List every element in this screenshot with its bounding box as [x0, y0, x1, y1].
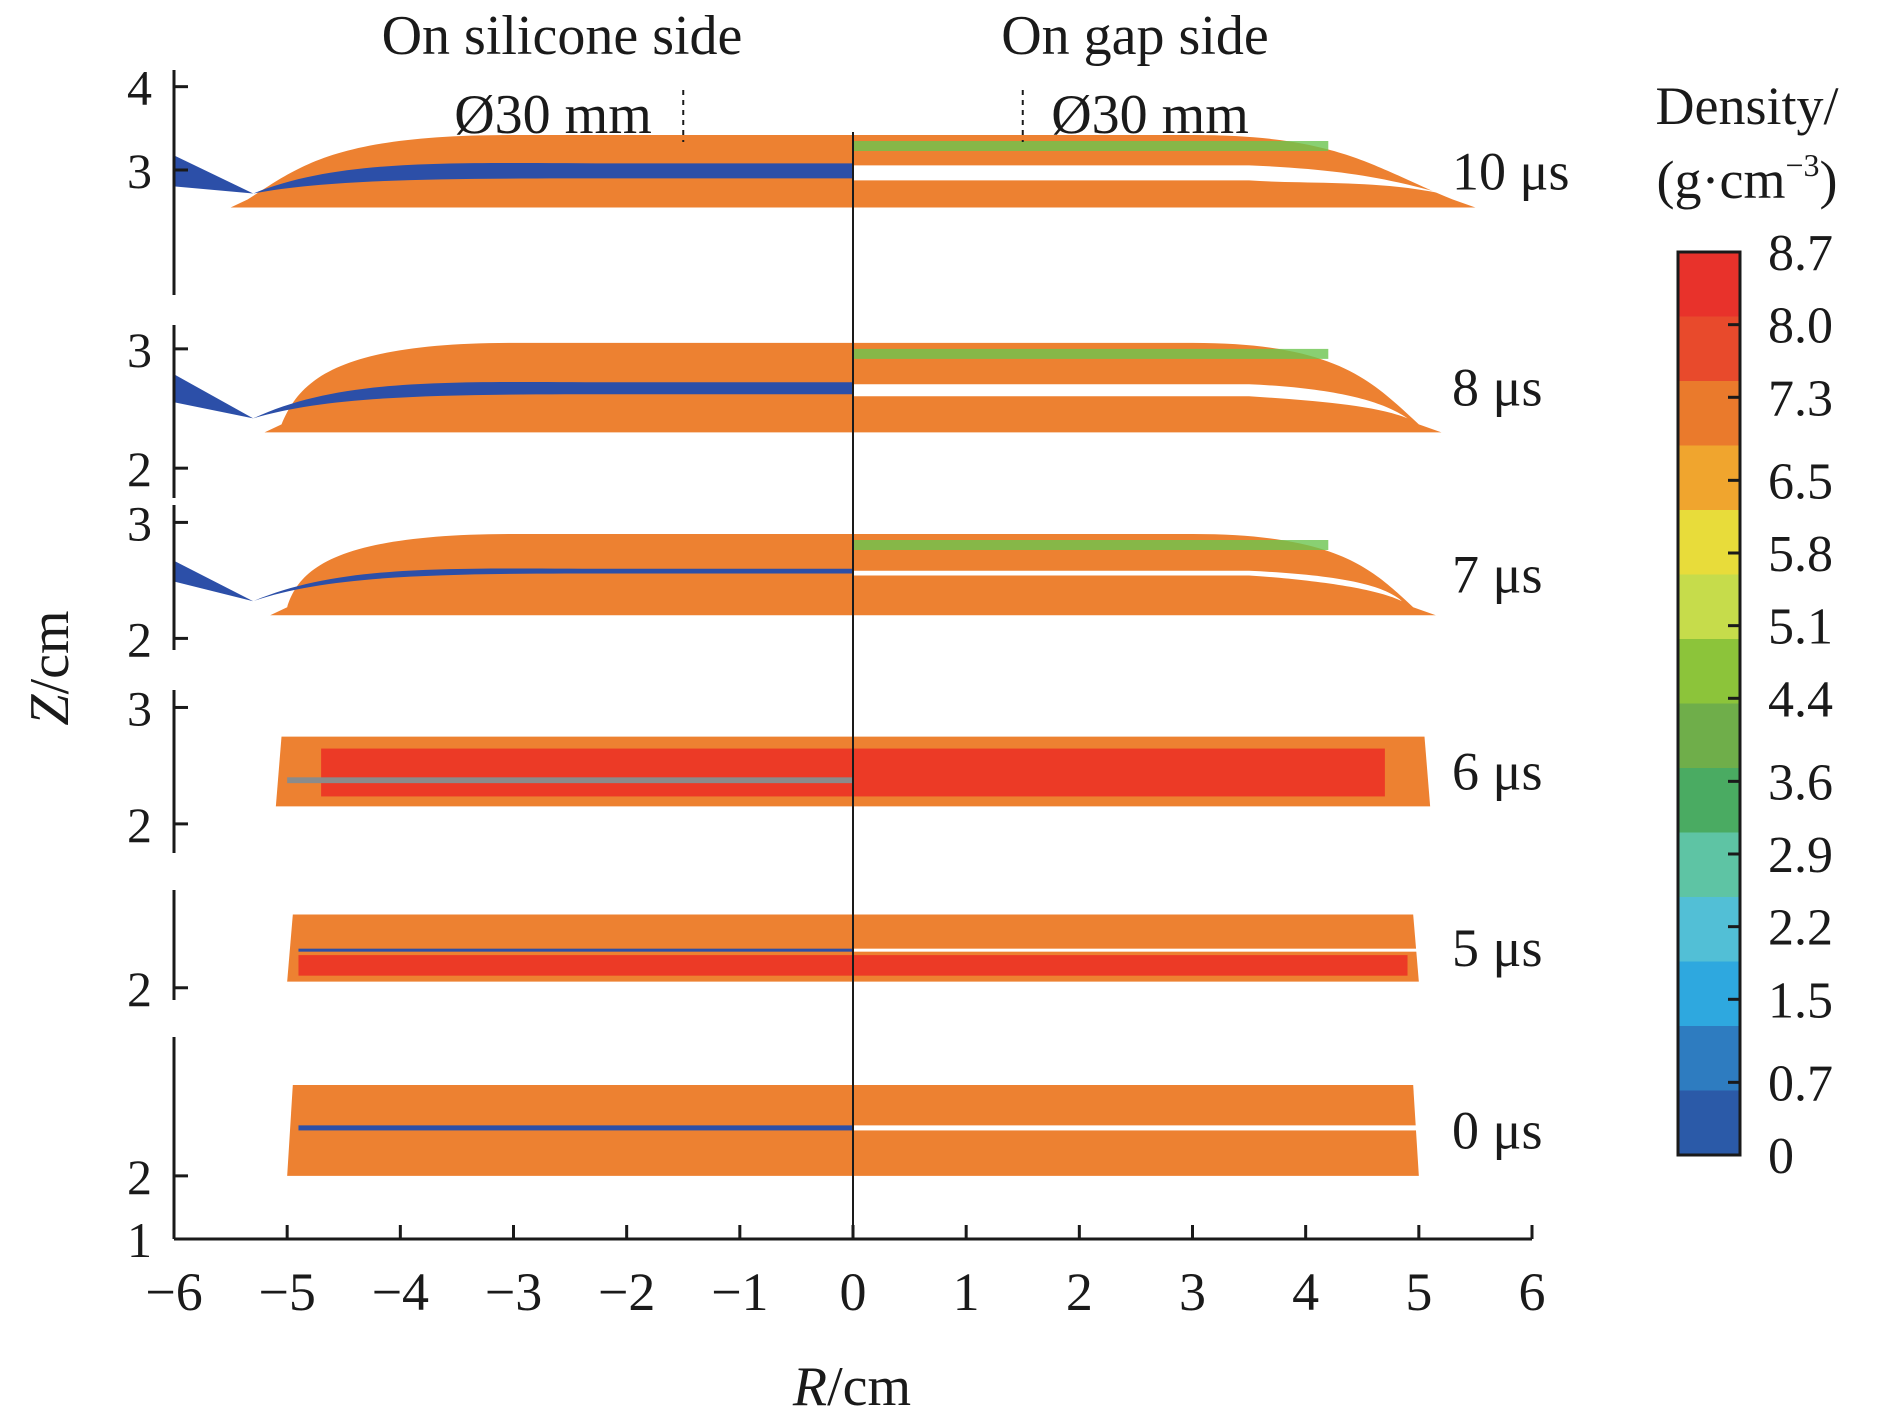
silicone-side-band: [287, 777, 854, 784]
colorbar-tick-label: 1.5: [1768, 972, 1833, 1029]
y-tick-label: 3: [127, 680, 152, 736]
time-label: 0 μs: [1452, 1100, 1542, 1160]
density-panels: 10 μs 8 μs 7 μs 6 μs 5 μs 0 μs: [174, 90, 1569, 1239]
colorbar-segment: [1678, 1090, 1740, 1156]
colorbar-tick-label: 5.8: [1768, 526, 1833, 583]
colorbar-segment: [1678, 703, 1740, 769]
colorbar-tick-label: 0: [1768, 1128, 1794, 1185]
time-label: 10 μs: [1452, 141, 1569, 201]
x-tick-label: 0: [840, 1262, 867, 1322]
colorbar-segment: [1678, 574, 1740, 640]
silicone-side-title: On silicone side: [382, 5, 743, 67]
x-tick-label: −4: [372, 1262, 429, 1322]
colorbar-segment: [1678, 445, 1740, 511]
x-tick-label: −1: [711, 1262, 768, 1322]
colorbar-tick-label: 0.7: [1768, 1055, 1833, 1112]
colorbar-frame: [1676, 250, 1742, 1157]
panel-1: 8 μs: [174, 342, 1542, 433]
y-tick-label: 2: [127, 797, 152, 853]
gap-side-reacted: [853, 141, 1329, 151]
x-tick-label: 1: [953, 1262, 980, 1322]
x-tick-label: −3: [485, 1262, 542, 1322]
gap-side-void: [853, 948, 1419, 952]
x-tick-label: 2: [1066, 1262, 1093, 1322]
y-tick-label: 2: [127, 441, 152, 497]
colorbar-tick-label: 2.9: [1768, 827, 1833, 884]
colorbar-tick-label: 4.4: [1768, 671, 1833, 728]
panel-3: 6 μs: [275, 736, 1542, 807]
panel-2: 7 μs: [174, 534, 1542, 616]
gap-side-void: [853, 384, 1408, 419]
colorbar-segment: [1678, 316, 1740, 382]
colorbar-title-line2: (g·cm−3): [1657, 147, 1838, 210]
x-tick-label: 5: [1405, 1262, 1432, 1322]
gap-side-void: [853, 1125, 1419, 1131]
x-tick-label: 6: [1519, 1262, 1546, 1322]
y-tick-label: 3: [127, 143, 152, 199]
axis-titles: R/cm Z/cm: [19, 610, 911, 1418]
silicone-side-explosive: [253, 568, 853, 602]
colorbar-title-line1: Density/: [1656, 76, 1839, 136]
y-tick-label: 2: [127, 1149, 152, 1205]
y-tick-label: 2: [127, 611, 152, 667]
x-tick-label: 3: [1179, 1262, 1206, 1322]
y-tick-label: 4: [127, 60, 152, 116]
silicone-side-explosive: [253, 381, 853, 419]
gap-side-reacted: [853, 540, 1329, 550]
colorbar-segment: [1678, 252, 1740, 318]
colorbar-segment: [1678, 768, 1740, 834]
colorbar-segment: [1678, 1026, 1740, 1092]
colorbar-segment: [1678, 639, 1740, 705]
colorbar-segment: [1678, 832, 1740, 898]
colorbar-segment: [1678, 897, 1740, 963]
colorbar-tick-label: 8.0: [1768, 298, 1833, 355]
time-label: 8 μs: [1452, 358, 1542, 418]
colorbar-tick-label: 2.2: [1768, 900, 1833, 957]
y-axis-title: Z/cm: [19, 610, 81, 725]
x-tick-label: −6: [145, 1262, 202, 1322]
y-tick-label: 3: [127, 322, 152, 378]
colorbar-segment: [1678, 961, 1740, 1027]
silicone-side-band: [298, 948, 853, 952]
y-tick-label: 3: [127, 495, 152, 551]
time-label: 6 μs: [1452, 742, 1542, 802]
colorbar-segment: [1678, 381, 1740, 447]
colorbar-tick-label: 5.1: [1768, 599, 1833, 656]
side-titles: On silicone side On gap side Ø30 mm Ø30 …: [382, 5, 1269, 146]
leakage-wedge: [174, 155, 254, 194]
x-tick-label: −2: [598, 1262, 655, 1322]
gap-side-void: [853, 570, 1402, 602]
gap-side-title: On gap side: [1001, 5, 1269, 67]
panel-0: 10 μs: [174, 135, 1569, 208]
panel-4: 5 μs: [287, 914, 1542, 982]
leakage-wedge: [174, 374, 254, 419]
colorbar-tick-label: 6.5: [1768, 453, 1833, 510]
x-axis: −6 −5 −4 −3 −2 −1 0 1 2 3 4 5 6: [145, 1220, 1546, 1322]
colorbar-tick-label: 3.6: [1768, 754, 1833, 811]
x-axis-title: R/cm: [792, 1356, 911, 1418]
silicone-side-explosive: [253, 162, 853, 194]
y-tick-label: 2: [127, 961, 152, 1017]
colorbar-tick-label: 7.3: [1768, 370, 1833, 427]
gap-side-reacted: [853, 348, 1329, 359]
gap-side-void: [853, 165, 1442, 194]
colorbar-tick-label: 8.7: [1768, 225, 1833, 282]
time-label: 7 μs: [1452, 545, 1542, 605]
silicone-side-band: [298, 1125, 853, 1131]
panel-5: 0 μs: [287, 1084, 1542, 1176]
colorbar-segment: [1678, 510, 1740, 576]
colorbar: Density/ (g·cm−3) 8.7 8.0 7.3 6.5 5.8 5.1 4.4 3…: [1656, 76, 1839, 1185]
leakage-wedge: [174, 560, 254, 602]
y-tick-label: 1: [127, 1212, 152, 1268]
time-label: 5 μs: [1452, 918, 1542, 978]
x-tick-label: 4: [1292, 1262, 1319, 1322]
x-tick-label: −5: [258, 1262, 315, 1322]
